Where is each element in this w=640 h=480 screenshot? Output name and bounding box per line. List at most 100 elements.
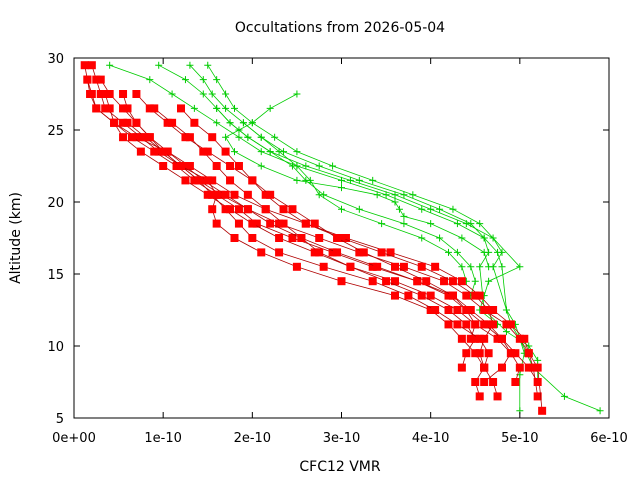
data-point-square — [203, 147, 212, 156]
data-point-square — [493, 392, 502, 401]
data-point-square — [212, 219, 221, 228]
data-point-square — [475, 392, 484, 401]
data-point-square — [515, 334, 524, 343]
data-point-plus — [427, 220, 435, 228]
data-point-square — [480, 378, 489, 386]
data-point-plus — [436, 234, 444, 242]
series-line — [154, 108, 476, 368]
data-point-square — [489, 320, 498, 329]
data-point-plus — [239, 119, 247, 127]
data-point-square — [127, 133, 136, 142]
data-point-square — [199, 176, 208, 185]
data-point-plus — [106, 61, 114, 69]
data-point-plus — [476, 220, 484, 228]
data-point-plus — [199, 76, 207, 84]
y-tick-label: 30 — [47, 52, 64, 67]
data-point-plus — [480, 248, 488, 256]
data-point-square — [368, 262, 377, 271]
data-point-square — [471, 320, 480, 329]
data-point-square — [288, 234, 297, 242]
data-point-plus — [378, 220, 386, 228]
data-point-square — [288, 205, 297, 214]
data-point-square — [533, 378, 542, 386]
data-point-plus — [271, 133, 279, 141]
data-point-square — [208, 190, 217, 199]
data-point-square — [448, 277, 457, 286]
series-line — [104, 93, 521, 383]
data-point-square — [105, 90, 114, 98]
data-point-plus — [476, 263, 484, 271]
y-tick-label: 25 — [47, 124, 64, 139]
data-point-plus — [427, 205, 435, 213]
data-point-square — [333, 234, 342, 242]
data-point-square — [310, 248, 319, 257]
data-point-square — [159, 162, 168, 170]
data-point-plus — [222, 90, 230, 98]
x-axis-label: CFC12 VMR — [299, 459, 381, 475]
data-point-plus — [502, 328, 510, 336]
data-point-square — [515, 363, 524, 372]
data-point-plus — [338, 205, 345, 213]
data-point-plus — [222, 104, 230, 112]
data-point-plus — [467, 220, 475, 228]
data-point-square — [457, 363, 466, 372]
data-point-plus — [155, 61, 163, 69]
data-point-square — [377, 248, 386, 257]
data-point-square — [150, 147, 159, 156]
series-red-6 — [150, 104, 480, 372]
chart-title: Occultations from 2026-05-04 — [235, 20, 445, 36]
x-axis: 0e+00 1e-10 2e-10 3e-10 4e-10 5e-10 6e-10 — [52, 58, 628, 446]
data-point-plus — [453, 220, 461, 228]
data-point-square — [444, 291, 453, 300]
data-point-square — [141, 133, 150, 142]
data-point-square — [426, 306, 435, 314]
data-point-square — [457, 277, 466, 286]
data-point-square — [431, 262, 440, 271]
data-point-square — [404, 291, 413, 300]
data-point-square — [498, 363, 506, 372]
data-point-square — [462, 349, 471, 358]
data-point-square — [333, 248, 342, 257]
data-point-square — [292, 262, 301, 271]
series-red-7 — [177, 104, 480, 343]
data-point-square — [221, 147, 230, 156]
data-point-square — [252, 219, 261, 228]
y-axis-label: Altitude (km) — [8, 192, 24, 284]
data-point-plus — [213, 76, 221, 84]
data-point-square — [217, 190, 226, 199]
data-point-square — [506, 349, 515, 358]
data-point-square — [123, 104, 132, 113]
data-point-square — [417, 291, 426, 300]
data-point-plus — [231, 148, 238, 156]
data-point-plus — [458, 234, 466, 242]
data-point-plus — [498, 248, 506, 256]
data-point-square — [119, 118, 128, 127]
data-point-square — [471, 378, 480, 386]
data-point-square — [391, 291, 399, 300]
data-point-square — [448, 291, 457, 300]
data-point-square — [212, 190, 221, 199]
data-point-plus — [275, 148, 283, 156]
data-point-square — [520, 334, 529, 343]
data-point-square — [506, 320, 515, 329]
data-point-plus — [458, 263, 466, 271]
data-point-plus — [231, 104, 238, 112]
data-point-square — [466, 306, 475, 314]
y-tick-label: 5 — [56, 412, 64, 427]
data-point-square — [359, 248, 368, 257]
data-point-square — [297, 234, 306, 242]
data-point-plus — [346, 176, 354, 184]
data-point-square — [440, 277, 449, 286]
data-point-square — [87, 90, 96, 98]
series-green-13 — [204, 61, 524, 328]
data-point-square — [132, 90, 141, 98]
data-point-square — [484, 349, 493, 358]
data-point-square — [480, 363, 489, 372]
data-point-square — [266, 219, 275, 228]
data-point-plus — [449, 205, 457, 213]
data-point-square — [480, 306, 489, 314]
data-point-square — [391, 262, 399, 271]
data-point-square — [248, 234, 257, 242]
data-point-plus — [534, 356, 542, 364]
